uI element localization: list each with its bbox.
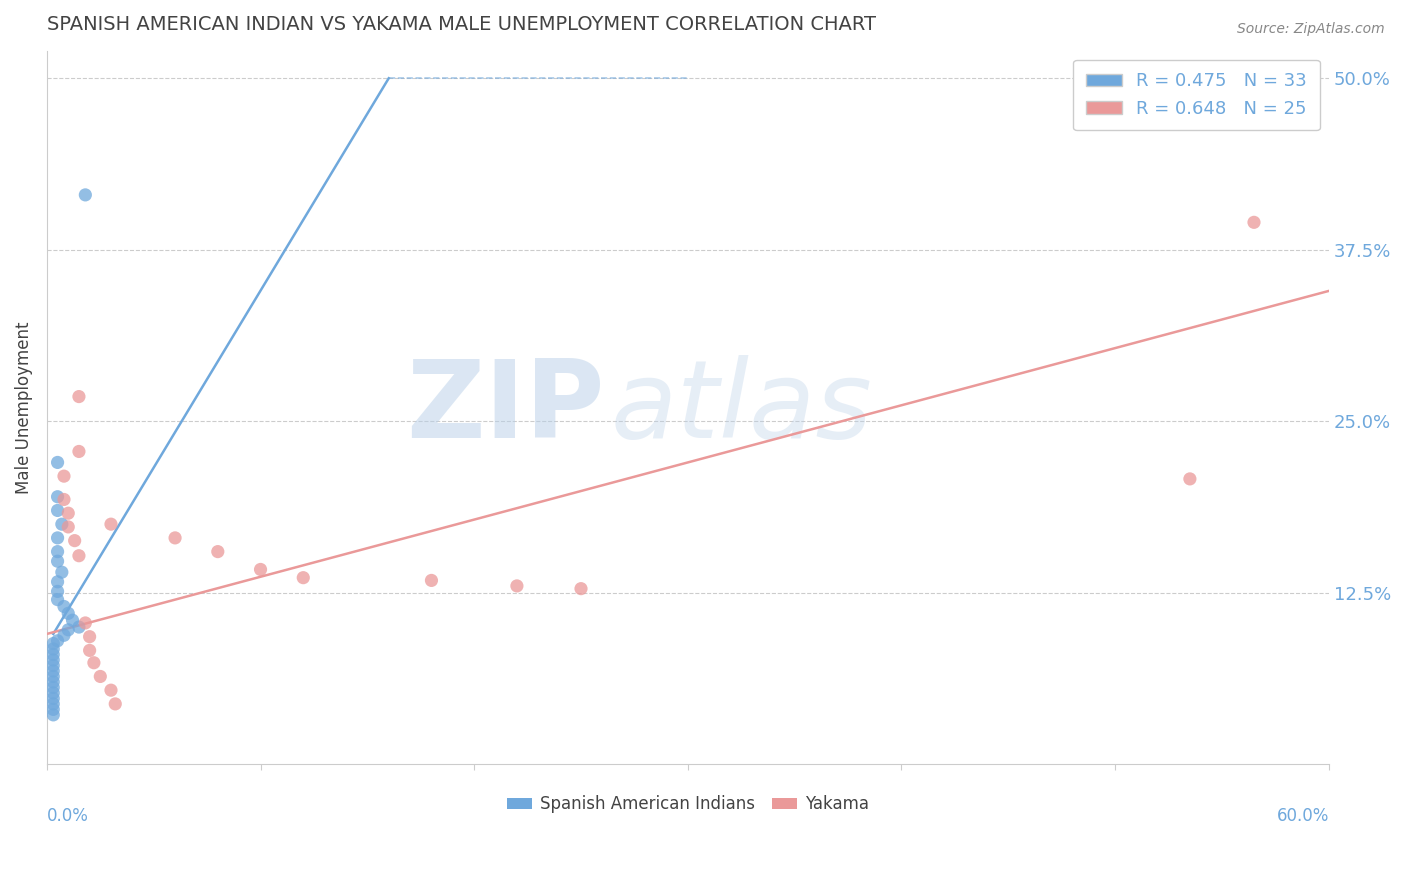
- Text: atlas: atlas: [612, 355, 873, 460]
- Point: [104, 697, 127, 711]
- Point: [46, 592, 69, 607]
- Point: [46, 574, 69, 589]
- Point: [569, 582, 592, 596]
- Point: [506, 579, 529, 593]
- Point: [53, 492, 76, 507]
- Text: Source: ZipAtlas.com: Source: ZipAtlas.com: [1237, 22, 1385, 37]
- Point: [58, 520, 80, 534]
- Point: [67, 390, 90, 404]
- Point: [46, 490, 69, 504]
- Point: [420, 574, 443, 588]
- Point: [42, 658, 65, 673]
- Point: [100, 683, 122, 698]
- Point: [42, 697, 65, 711]
- Point: [83, 656, 105, 670]
- Y-axis label: Male Unemployment: Male Unemployment: [15, 321, 32, 494]
- Point: [46, 503, 69, 517]
- Point: [42, 664, 65, 678]
- Point: [79, 643, 101, 657]
- Point: [42, 702, 65, 716]
- Point: [42, 669, 65, 683]
- Point: [58, 506, 80, 520]
- Point: [67, 549, 90, 563]
- Point: [1178, 472, 1201, 486]
- Point: [51, 565, 73, 579]
- Point: [46, 584, 69, 599]
- Point: [46, 633, 69, 648]
- Point: [51, 517, 73, 532]
- Point: [292, 571, 315, 585]
- Point: [42, 675, 65, 690]
- Point: [89, 669, 111, 683]
- Point: [46, 455, 69, 469]
- Text: 0.0%: 0.0%: [46, 807, 89, 825]
- Point: [42, 648, 65, 662]
- Point: [58, 623, 80, 637]
- Point: [53, 599, 76, 614]
- Point: [42, 642, 65, 657]
- Point: [249, 562, 271, 576]
- Point: [58, 607, 80, 621]
- Point: [79, 630, 101, 644]
- Point: [75, 187, 97, 202]
- Point: [207, 544, 229, 558]
- Point: [42, 681, 65, 695]
- Point: [75, 615, 97, 630]
- Point: [63, 533, 86, 548]
- Point: [42, 691, 65, 706]
- Legend: Spanish American Indians, Yakama: Spanish American Indians, Yakama: [501, 789, 876, 820]
- Text: SPANISH AMERICAN INDIAN VS YAKAMA MALE UNEMPLOYMENT CORRELATION CHART: SPANISH AMERICAN INDIAN VS YAKAMA MALE U…: [46, 15, 876, 34]
- Point: [53, 469, 76, 483]
- Point: [1243, 215, 1265, 229]
- Text: 60.0%: 60.0%: [1277, 807, 1329, 825]
- Point: [46, 544, 69, 558]
- Point: [46, 531, 69, 545]
- Point: [42, 707, 65, 722]
- Point: [67, 444, 90, 458]
- Point: [62, 613, 84, 627]
- Point: [42, 686, 65, 700]
- Point: [42, 653, 65, 667]
- Point: [165, 531, 187, 545]
- Point: [67, 620, 90, 634]
- Point: [53, 628, 76, 642]
- Point: [100, 517, 122, 532]
- Point: [46, 554, 69, 568]
- Point: [42, 636, 65, 650]
- Text: ZIP: ZIP: [406, 354, 605, 460]
